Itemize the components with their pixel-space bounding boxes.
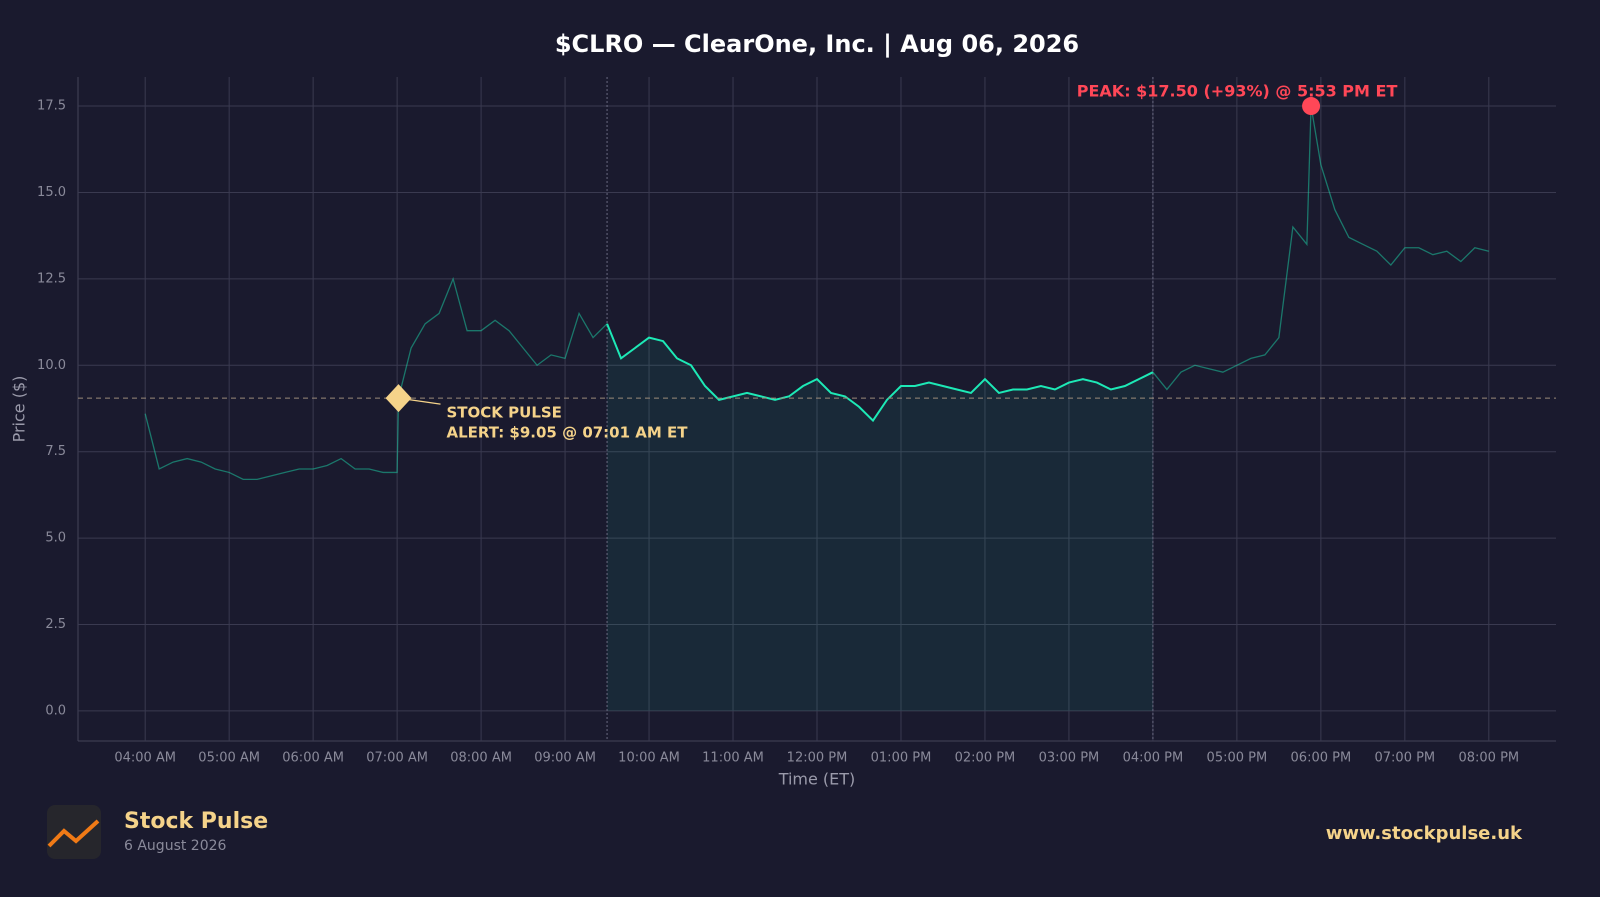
x-tick-label: 08:00 PM <box>1458 751 1519 766</box>
alert-label: STOCK PULSE <box>447 404 562 422</box>
x-tick-label: 12:00 PM <box>787 751 848 766</box>
logo-icon <box>47 819 100 848</box>
y-tick-label: 7.5 <box>45 444 66 459</box>
alert-label: ALERT: $9.05 @ 07:01 AM ET <box>447 424 689 442</box>
y-tick-label: 10.0 <box>37 358 66 373</box>
x-tick-label: 01:00 PM <box>871 751 932 766</box>
x-tick-label: 05:00 PM <box>1207 751 1268 766</box>
y-tick-label: 17.5 <box>37 99 66 114</box>
x-tick-label: 11:00 AM <box>702 751 764 766</box>
y-tick-label: 5.0 <box>45 531 66 546</box>
x-tick-label: 03:00 PM <box>1039 751 1100 766</box>
x-axis-label: Time (ET) <box>778 770 856 789</box>
session-line <box>606 323 1154 423</box>
brand-date: 6 August 2026 <box>124 838 227 854</box>
extended-line <box>1152 105 1489 391</box>
peak-marker <box>1302 97 1321 116</box>
x-tick-label: 08:00 AM <box>450 751 512 766</box>
peak-label: PEAK: $17.50 (+93%) @ 5:53 PM ET <box>1077 82 1398 101</box>
x-tick-label: 07:00 PM <box>1375 751 1436 766</box>
logo <box>47 805 101 859</box>
x-tick-label: 04:00 PM <box>1123 751 1184 766</box>
website: www.stockpulse.uk <box>1326 823 1523 844</box>
y-tick-label: 2.5 <box>45 617 66 632</box>
alert-marker <box>385 384 412 413</box>
x-tick-label: 02:00 PM <box>955 751 1016 766</box>
y-tick-label: 0.0 <box>45 703 66 718</box>
x-tick-label: 04:00 AM <box>114 751 176 766</box>
x-tick-label: 05:00 AM <box>198 751 260 766</box>
y-axis-label: Price ($) <box>10 376 29 443</box>
session-area <box>607 323 1153 711</box>
y-tick-label: 15.0 <box>37 185 66 200</box>
chart-title: $CLRO — ClearOne, Inc. | Aug 06, 2026 <box>555 30 1079 58</box>
extended-line <box>144 276 608 480</box>
x-tick-label: 09:00 AM <box>534 751 596 766</box>
x-tick-label: 10:00 AM <box>618 751 680 766</box>
brand-name: Stock Pulse <box>124 809 268 834</box>
x-tick-label: 06:00 AM <box>282 751 344 766</box>
y-tick-label: 12.5 <box>37 271 66 286</box>
x-tick-label: 06:00 PM <box>1291 751 1352 766</box>
x-tick-label: 07:00 AM <box>366 751 428 766</box>
